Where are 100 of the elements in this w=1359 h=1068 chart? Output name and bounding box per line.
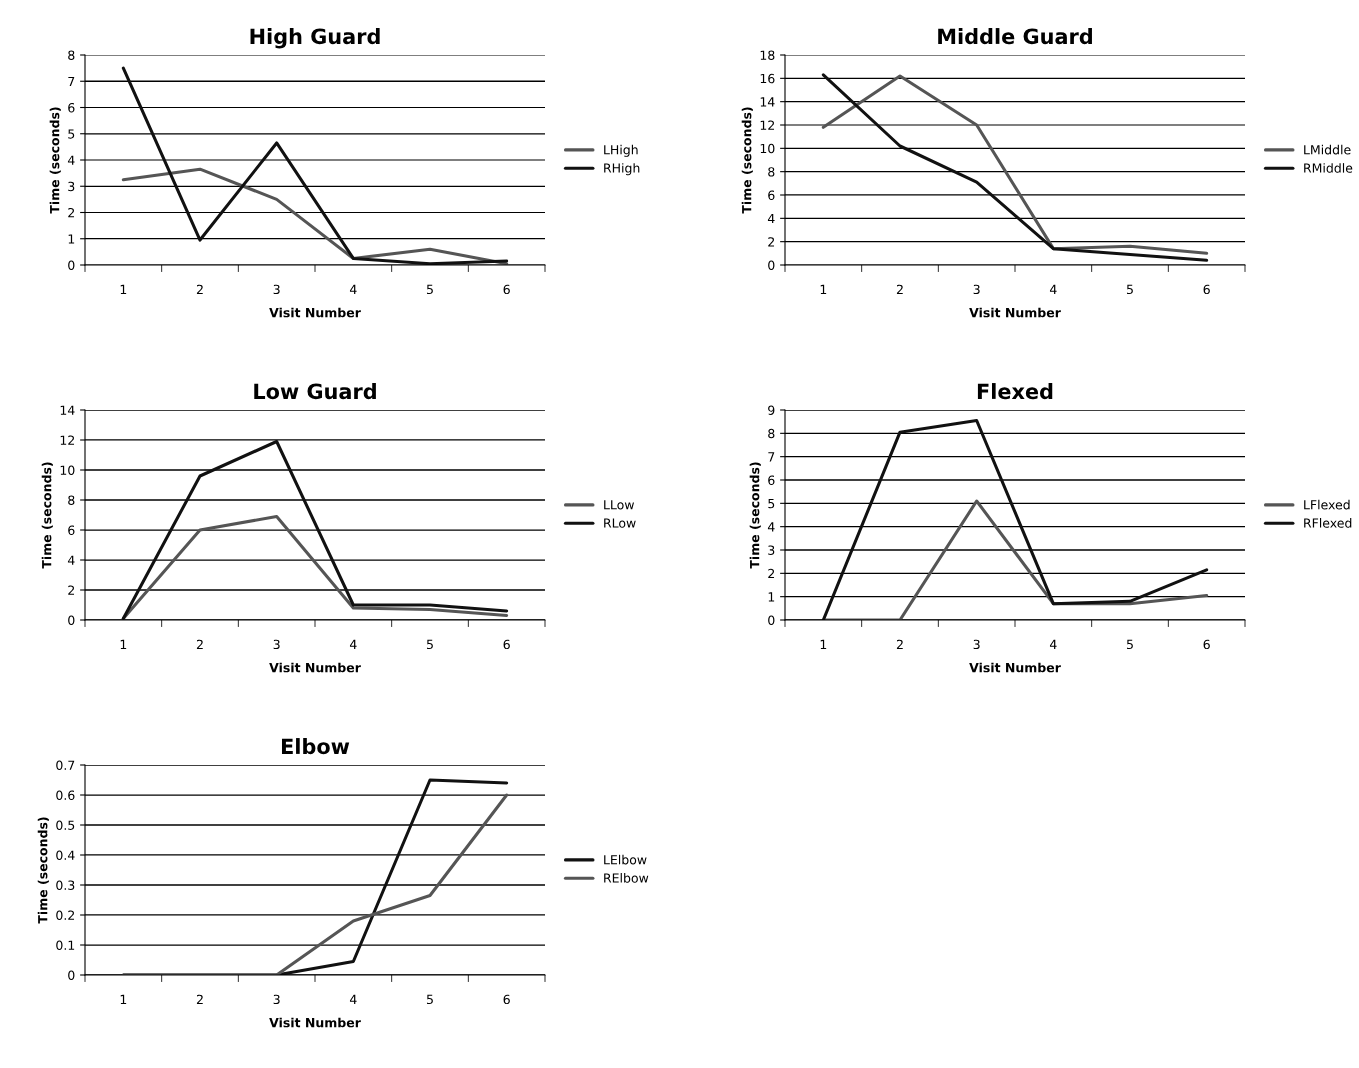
y-tick-label: 6 — [68, 525, 75, 535]
y-tick-label: 1 — [68, 234, 75, 244]
y-tick-label: 0.5 — [56, 820, 75, 830]
legend-label: RMiddle — [1304, 163, 1353, 173]
y-tick-label: 5 — [768, 498, 775, 509]
y-tick-label: 6 — [68, 102, 75, 113]
x-tick-label: 3 — [973, 639, 980, 650]
x-tick-label: 1 — [120, 639, 127, 649]
y-axis-title: Time (seconds) — [41, 462, 53, 569]
chart-title: Middle Guard — [938, 28, 1092, 45]
x-tick-label: 4 — [349, 639, 357, 649]
y-tick-label: 2 — [68, 585, 75, 595]
y-tick-label: 0.7 — [56, 760, 75, 770]
y-tick-label: 14 — [760, 97, 775, 107]
y-axis-title: Time (seconds) — [49, 107, 61, 214]
x-tick-label: 4 — [1049, 639, 1057, 649]
x-axis-title: Visit Number — [269, 1017, 361, 1028]
y-tick-label: 1 — [768, 592, 775, 602]
y-tick-label: 12 — [760, 120, 775, 130]
y-tick-label: 4 — [67, 155, 75, 165]
x-tick-label: 6 — [503, 639, 510, 650]
y-tick-label: 8 — [68, 495, 75, 505]
y-tick-label: 0.3 — [56, 880, 75, 890]
y-tick-label: 0.4 — [56, 850, 75, 860]
x-tick-label: 5 — [426, 994, 433, 1005]
chart-title: High Guard — [250, 28, 380, 49]
y-tick-label: 5 — [68, 129, 75, 139]
x-tick-label: 2 — [896, 639, 903, 649]
x-tick-label: 6 — [1203, 284, 1210, 295]
x-tick-label: 6 — [1203, 639, 1210, 650]
y-tick-label: 8 — [68, 50, 75, 60]
y-tick-label: 2 — [768, 237, 775, 247]
x-tick-label: 6 — [503, 994, 510, 1005]
x-tick-label: 1 — [120, 284, 127, 294]
y-axis-title: Time (seconds) — [749, 462, 761, 569]
y-axis-title: Time (seconds) — [37, 817, 49, 924]
y-tick-label: 12 — [60, 435, 75, 445]
legend-label: LFlexed — [1304, 499, 1350, 510]
x-tick-label: 5 — [426, 639, 433, 650]
y-tick-label: 18 — [760, 50, 775, 60]
x-tick-label: 3 — [273, 639, 280, 650]
x-tick-label: 1 — [120, 994, 127, 1004]
legend-label: RHigh — [604, 163, 640, 176]
y-tick-label: 0.2 — [56, 910, 75, 920]
x-tick-label: 5 — [426, 284, 433, 295]
legend-label: RFlexed — [1304, 518, 1352, 528]
x-tick-label: 3 — [273, 284, 280, 295]
y-tick-label: 0 — [68, 260, 75, 270]
y-tick-label: 8 — [768, 167, 775, 177]
x-tick-label: 3 — [973, 284, 980, 295]
x-tick-label: 3 — [273, 994, 280, 1005]
x-tick-label: 4 — [349, 284, 357, 294]
y-axis-title: Time (seconds) — [741, 107, 753, 214]
y-tick-label: 4 — [767, 522, 775, 532]
y-tick-label: 0 — [68, 970, 75, 980]
y-tick-label: 10 — [760, 143, 775, 154]
y-tick-label: 16 — [760, 73, 775, 84]
y-tick-label: 0 — [768, 260, 775, 270]
y-tick-label: 0.6 — [56, 790, 75, 800]
y-tick-label: 4 — [67, 555, 75, 565]
y-tick-label: 0 — [768, 615, 775, 625]
x-tick-label: 4 — [349, 994, 357, 1004]
y-tick-label: 6 — [768, 190, 775, 200]
x-tick-label: 5 — [1126, 284, 1133, 295]
x-tick-label: 2 — [196, 639, 203, 649]
legend-label: RElbow — [604, 873, 649, 883]
y-tick-label: 10 — [60, 465, 75, 475]
x-axis-title: Visit Number — [969, 307, 1061, 318]
y-tick-label: 14 — [60, 405, 75, 415]
y-tick-label: 9 — [768, 405, 775, 415]
x-axis-title: Visit Number — [969, 662, 1061, 673]
x-tick-label: 5 — [1126, 639, 1133, 650]
y-tick-label: 2 — [768, 568, 775, 579]
x-tick-label: 2 — [196, 284, 203, 294]
y-tick-label: 4 — [767, 213, 775, 224]
y-tick-label: 3 — [68, 181, 75, 192]
legend-label: LMiddle — [1304, 144, 1351, 155]
y-tick-label: 2 — [68, 207, 75, 218]
x-tick-label: 2 — [196, 994, 203, 1004]
x-axis-title: Visit Number — [269, 662, 361, 673]
chart-title: Flexed — [977, 383, 1053, 400]
y-tick-label: 3 — [768, 545, 775, 555]
x-tick-label: 2 — [896, 284, 903, 294]
x-tick-label: 1 — [820, 284, 827, 294]
legend-label: LElbow — [604, 854, 647, 865]
legend-label: LHigh — [604, 144, 638, 157]
legend-label: RLow — [604, 518, 636, 528]
x-tick-label: 6 — [503, 284, 510, 295]
y-tick-label: 0.1 — [56, 940, 75, 950]
y-tick-label: 0 — [68, 615, 75, 625]
x-tick-label: 4 — [1049, 284, 1057, 294]
x-axis-title: Visit Number — [269, 307, 361, 318]
y-tick-label: 7 — [68, 76, 75, 86]
chart-title: Elbow — [281, 738, 350, 755]
chart-title: Low Guard — [254, 383, 376, 400]
y-tick-label: 8 — [768, 428, 775, 439]
x-tick-label: 1 — [820, 639, 827, 649]
y-tick-label: 6 — [768, 475, 775, 485]
legend-label: LLow — [604, 500, 635, 510]
y-tick-label: 7 — [768, 452, 775, 462]
